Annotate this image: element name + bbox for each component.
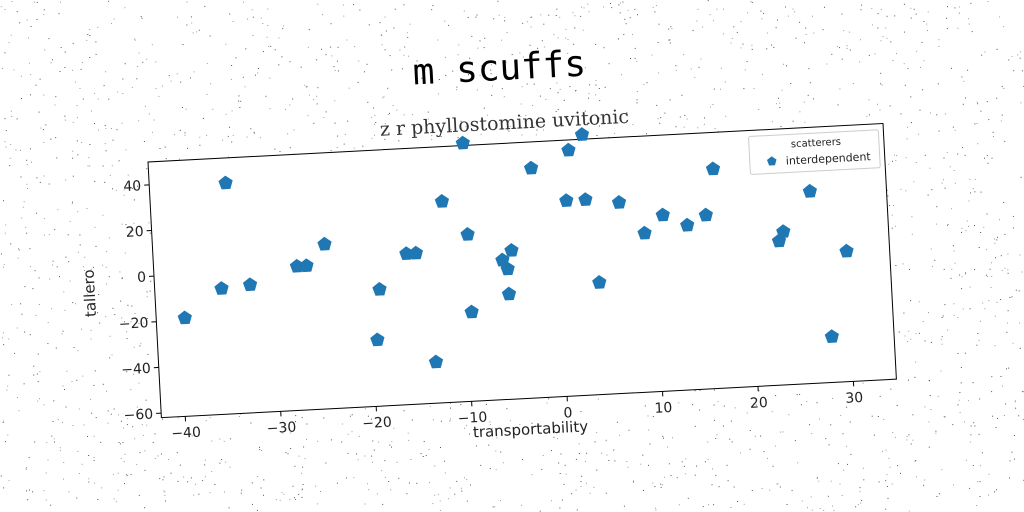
y-tick-label: −60 <box>123 407 153 425</box>
scatter-point <box>434 194 450 208</box>
y-tick-label: −40 <box>121 361 151 379</box>
y-tick-label: −20 <box>119 315 149 333</box>
x-tick-label: 10 <box>654 400 673 417</box>
legend-marker <box>766 156 777 166</box>
x-tick-label: −20 <box>362 415 392 433</box>
scatter-point <box>218 175 233 190</box>
legend-box <box>748 129 881 175</box>
plot-group: z r phyllostomine uvitonic −40 −30 −20 −10 0… <box>80 106 897 442</box>
x-tick-label: 20 <box>750 395 769 412</box>
scatter-point <box>428 354 444 369</box>
plot-area <box>147 122 897 419</box>
scatter-point <box>289 258 305 273</box>
x-tick-label: 30 <box>845 390 864 407</box>
x-tick-label: 0 <box>563 405 573 421</box>
scatter-point <box>839 243 854 258</box>
scatter-point <box>500 261 515 276</box>
scatter-point <box>523 160 539 175</box>
y-tick-label: 20 <box>125 224 144 241</box>
legend-entry-label: interdependent <box>785 150 871 167</box>
scatter-point <box>177 310 192 325</box>
scatter-point <box>680 217 695 232</box>
scatter-point <box>504 243 519 257</box>
scatter-point <box>578 192 593 207</box>
scatter-point <box>464 304 479 319</box>
x-axis-label: transportability <box>472 417 588 441</box>
scatter-point <box>455 135 470 150</box>
scatter-point <box>317 236 332 251</box>
scatter-point <box>399 246 414 261</box>
scatter-point <box>299 258 314 273</box>
x-axis-ticks: −40 −30 −20 −10 0 10 20 30 <box>171 381 864 442</box>
x-tick-label: −30 <box>266 420 296 438</box>
scatter-point <box>611 195 627 209</box>
scatter-point <box>408 245 424 260</box>
scatter-point <box>655 207 670 222</box>
scatter-point <box>592 275 607 289</box>
scatter-point <box>460 227 475 241</box>
scatter-point <box>824 329 839 344</box>
scatter-point <box>370 332 385 347</box>
scatter-point <box>705 161 721 176</box>
y-axis-ticks: −60 −40 −20 0 20 40 <box>119 178 162 425</box>
scatter-point <box>559 193 574 208</box>
scatter-point <box>501 286 517 301</box>
legend-title: scatterers <box>791 137 842 151</box>
y-axis-label: tallero <box>80 269 100 318</box>
y-tick-label: 40 <box>123 178 142 195</box>
scatter-point <box>372 281 387 296</box>
chart-subtitle: z r phyllostomine uvitonic <box>379 106 629 141</box>
scatter-point <box>776 224 791 238</box>
chart-title: m scuffs <box>412 44 587 94</box>
scatter-point <box>214 281 229 295</box>
legend: scatterers interdependent <box>748 129 881 175</box>
scatter-point <box>802 183 817 198</box>
scatter-point <box>242 277 258 292</box>
scatter-point <box>561 142 576 157</box>
scatter-point <box>574 127 590 141</box>
x-tick-label: −10 <box>457 410 487 428</box>
y-tick-label: 0 <box>137 270 147 286</box>
x-tick-label: −40 <box>171 425 201 443</box>
scatter-point <box>698 207 713 222</box>
scatter-point <box>637 225 652 240</box>
